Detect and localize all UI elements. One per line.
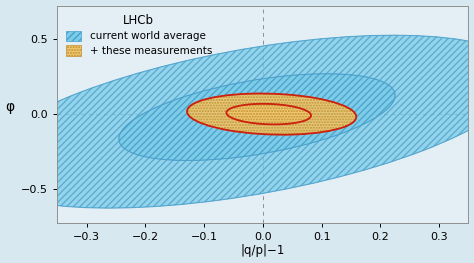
Ellipse shape [227, 104, 311, 124]
Legend: current world average, + these measurements: current world average, + these measureme… [62, 10, 216, 60]
Ellipse shape [119, 74, 395, 160]
Ellipse shape [0, 35, 474, 208]
Ellipse shape [187, 94, 356, 135]
Y-axis label: φ: φ [6, 100, 15, 114]
X-axis label: |q/p|−1: |q/p|−1 [241, 244, 285, 257]
